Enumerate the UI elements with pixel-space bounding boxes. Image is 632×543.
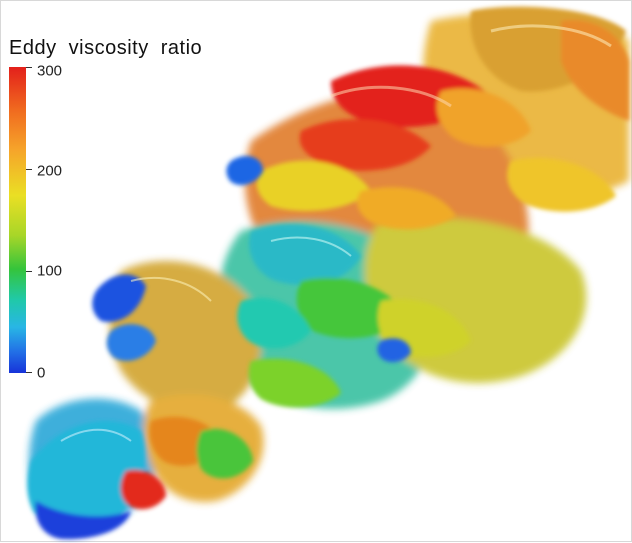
- colorbar-label-0: 0: [37, 364, 46, 382]
- colorbar-label-100: 100: [37, 262, 63, 280]
- legend-title: Eddy viscosity ratio: [9, 37, 203, 59]
- colorbar-tick-200: [26, 169, 32, 170]
- colorbar-tick-100: [26, 271, 32, 272]
- colorbar-label-200: 200: [37, 162, 63, 180]
- colorbar-tick-300: [26, 67, 32, 68]
- colorbar-label-300: 300: [37, 62, 63, 80]
- colorbar-tick-0: [26, 372, 32, 373]
- colorbar: [9, 67, 26, 373]
